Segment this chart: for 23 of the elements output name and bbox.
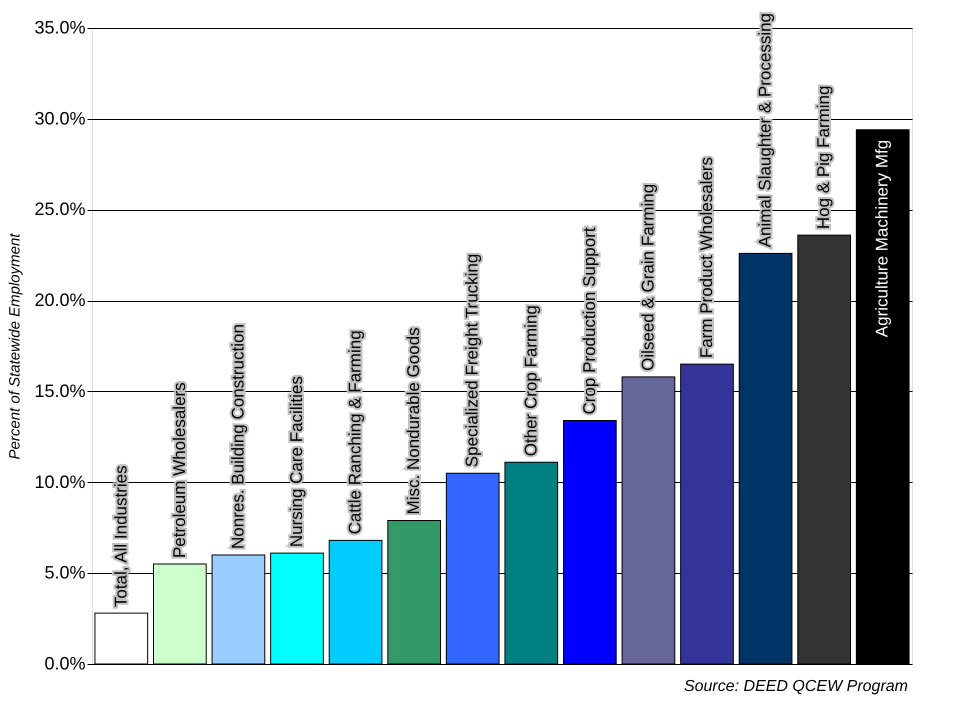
x-tick-label: Farm Product Wholesalers: [697, 156, 716, 358]
y-tick-label: 25.0%: [34, 199, 86, 220]
source-note: Source: DEED QCEW Program: [684, 678, 908, 695]
y-tick-label: 20.0%: [34, 290, 86, 310]
y-tick-label: 30.0%: [34, 108, 86, 128]
x-tick-label: Agriculture Machinery Mfg: [872, 140, 892, 338]
x-tick-label: Crop Production Support: [580, 227, 599, 415]
x-tick-label: Nursing Care Facilities: [287, 376, 306, 548]
y-axis-title: Percent of Statewide Employment: [6, 232, 24, 460]
x-tick-label: Misc. Nondurable Goods: [404, 327, 424, 514]
x-tick-label: Hog & Pig Farming: [814, 86, 834, 230]
x-tick-label: Petroleum Wholesalers: [170, 382, 189, 558]
x-tick-label: Specialized Freight Trucking: [462, 254, 482, 468]
y-tick-label: 0.0%: [44, 654, 86, 674]
x-tick-label: Total, All Industries: [111, 465, 130, 608]
x-tick-label: Other Crop Farming: [521, 305, 540, 456]
y-tick-label: 15.0%: [34, 380, 86, 401]
x-tick-label: Cattle Ranching & Farming: [346, 330, 365, 534]
y-tick-label: 35.0%: [34, 18, 86, 38]
x-tick-label: Nonres. Building Construction: [228, 324, 248, 549]
y-tick-label: 10.0%: [34, 472, 86, 492]
x-tick-label: Animal Slaughter & Processing: [756, 12, 775, 248]
y-tick-label: 5.0%: [44, 562, 86, 583]
